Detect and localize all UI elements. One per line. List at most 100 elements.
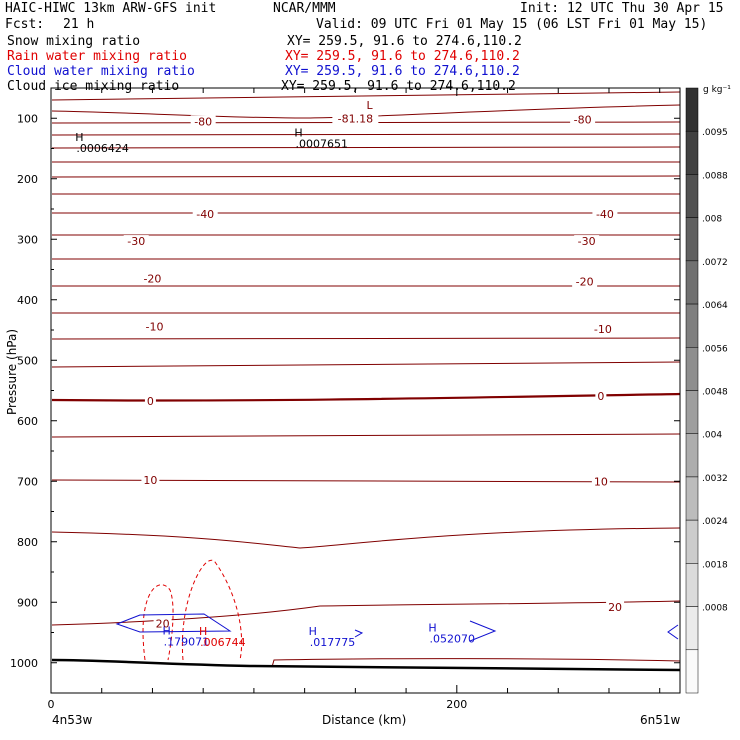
colorbar-swatch — [685, 606, 699, 651]
y-tick-label: 800 — [17, 536, 38, 549]
contour-labels: -80 -81.18 -80 -40 -40 -30 -30 -20 -20 -10 -10 0 0 10… — [75, 99, 625, 649]
y-tick-label: 900 — [17, 596, 38, 609]
contour-label-bg — [141, 474, 160, 487]
colorbar-swatch — [685, 476, 699, 521]
contour-label: 10 — [143, 474, 157, 487]
contour-label-bg — [572, 275, 598, 288]
isotherm-line — [271, 658, 681, 668]
contour-label-bg — [332, 112, 379, 125]
extremum-value: .0006424 — [76, 142, 129, 155]
y-tick-label: 300 — [17, 233, 38, 246]
extremum-value: .0007651 — [296, 137, 349, 150]
colorbar-label: .0032 — [702, 474, 728, 484]
extremum-value: .179071 — [164, 635, 210, 648]
y-tick-label: 600 — [17, 415, 38, 428]
contour-label: -40 — [196, 208, 214, 221]
contour-label: 0 — [147, 395, 154, 408]
contour-label: 20 — [608, 601, 622, 614]
colorbar-label: .0008 — [702, 604, 728, 614]
colorbar-swatch — [685, 649, 699, 694]
colorbar-swatch — [685, 563, 699, 607]
colorbar-label: .0018 — [702, 560, 728, 570]
y-tick-label: 1000 — [10, 657, 38, 670]
field-name-cloudice: Cloud ice mixing ratio — [7, 79, 180, 94]
colorbar-label: .0056 — [702, 344, 728, 354]
contour-label-bg — [606, 601, 625, 614]
isotherm-line — [51, 312, 681, 315]
high-marker: H — [428, 621, 436, 634]
y-tick-label: 700 — [17, 475, 38, 488]
field-xy-rain: XY= 259.5, 91.6 to 274.6,110.2 — [285, 49, 520, 64]
low-marker: L — [366, 99, 373, 112]
forecast-hour: 21 h — [63, 17, 95, 32]
extremum-value: .006744 — [200, 636, 246, 649]
contour-label-bg — [190, 115, 216, 128]
isotherm-line — [51, 433, 681, 438]
extremum-value: .017775 — [310, 636, 356, 649]
contour-label: -10 — [594, 323, 612, 336]
contour-label-bg — [592, 207, 618, 220]
isotherm-line — [51, 361, 681, 368]
contour-label-bg — [570, 113, 596, 126]
high-marker: H — [75, 131, 83, 144]
colorbar-swatch — [685, 433, 699, 478]
colorbar-swatch — [685, 260, 699, 305]
contour-label: -80 — [574, 113, 592, 126]
isotherm-contours — [51, 91, 681, 668]
contour-label-bg — [574, 235, 600, 248]
model-title: HAIC-HIWC 13km ARW-GFS init — [5, 1, 217, 16]
contour-label: -81.18 — [338, 112, 373, 125]
field-xy-snow: XY= 259.5, 91.6 to 274.6,110.2 — [287, 34, 522, 49]
x-axis-label: Distance (km) — [322, 713, 407, 727]
y-tick-label: 500 — [17, 354, 38, 367]
high-marker: H — [163, 624, 171, 637]
right-endpoint-label: 6n51w — [640, 713, 681, 727]
colorbar-label: .004 — [702, 431, 722, 441]
contour-label: -20 — [143, 273, 161, 286]
contour-label: -10 — [145, 320, 163, 333]
field-name-snow: Snow mixing ratio — [7, 34, 141, 49]
colorbar-unit: g kg⁻¹ — [703, 85, 731, 95]
contour-label: -30 — [127, 235, 145, 248]
colorbar-swatch — [685, 87, 699, 132]
colorbar-swatch — [685, 519, 699, 564]
contour-label-bg — [139, 272, 165, 285]
contour-label-bg — [153, 617, 172, 630]
contour-label: -30 — [578, 235, 596, 248]
isotherm-line — [51, 104, 681, 119]
isotherm-line-zero — [51, 392, 681, 402]
colorbar-label: .0095 — [702, 128, 728, 138]
y-tick-label: 200 — [17, 173, 38, 186]
colorbar-swatch — [685, 390, 699, 434]
colorbar: .0095 .0088 .008 .0072 .0064 .0056 .0048 .004 .0… — [685, 87, 728, 694]
y-axis-label: Pressure (hPa) — [5, 328, 19, 416]
forecast-label: Fcst: — [5, 17, 45, 32]
x-tick-label: 200 — [446, 698, 467, 711]
contour-label-bg — [192, 207, 218, 220]
contour-label-bg — [144, 394, 156, 407]
colorbar-swatch — [685, 303, 699, 348]
cloud-contour — [115, 613, 232, 633]
field-name-rain: Rain water mixing ratio — [7, 49, 188, 64]
org-label: NCAR/MMM — [273, 1, 336, 16]
high-marker: H — [294, 126, 302, 139]
valid-time: Valid: 09 UTC Fri 01 May 15 (06 LST Fri … — [316, 17, 708, 32]
isotherm-line — [51, 91, 681, 101]
contour-label: 20 — [156, 617, 170, 630]
cloud-contour — [354, 629, 364, 638]
contour-label: -80 — [194, 115, 212, 128]
cloud-contour — [469, 620, 497, 642]
extremum-value: .052070 — [429, 632, 475, 645]
isotherm-line — [51, 146, 681, 149]
contour-label-bg — [123, 235, 149, 248]
high-marker: H — [199, 625, 207, 638]
colorbar-swatch — [685, 347, 699, 391]
colorbar-label: .0024 — [702, 517, 728, 527]
contour-label-bg — [590, 322, 616, 335]
colorbar-swatch — [685, 130, 699, 175]
contour-label: -20 — [576, 276, 594, 289]
isotherm-line — [51, 337, 681, 340]
contour-label-bg — [595, 389, 607, 402]
